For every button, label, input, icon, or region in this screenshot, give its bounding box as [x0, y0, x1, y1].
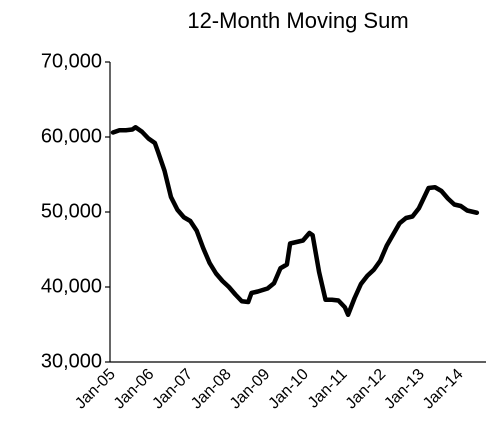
x-tick-label: Jan-08 — [188, 366, 235, 413]
y-tick-label: 60,000 — [41, 125, 102, 147]
x-tick-label: Jan-12 — [343, 366, 390, 413]
y-tick-label: 50,000 — [41, 200, 102, 222]
x-tick-label: Jan-14 — [420, 366, 467, 413]
chart-title: 12-Month Moving Sum — [187, 8, 408, 33]
y-tick-label: 70,000 — [41, 50, 102, 72]
x-tick-label: Jan-13 — [381, 366, 428, 413]
y-tick-label: 40,000 — [41, 275, 102, 297]
x-tick-label: Jan-09 — [227, 366, 274, 413]
x-tick-label: Jan-05 — [72, 366, 119, 413]
x-tick-label: Jan-06 — [111, 366, 158, 413]
y-tick-label: 30,000 — [41, 350, 102, 372]
x-tick-label: Jan-11 — [305, 366, 351, 412]
data-line — [110, 125, 480, 317]
x-tick-label: Jan-10 — [265, 366, 312, 413]
x-tick-label: Jan-07 — [149, 366, 196, 413]
